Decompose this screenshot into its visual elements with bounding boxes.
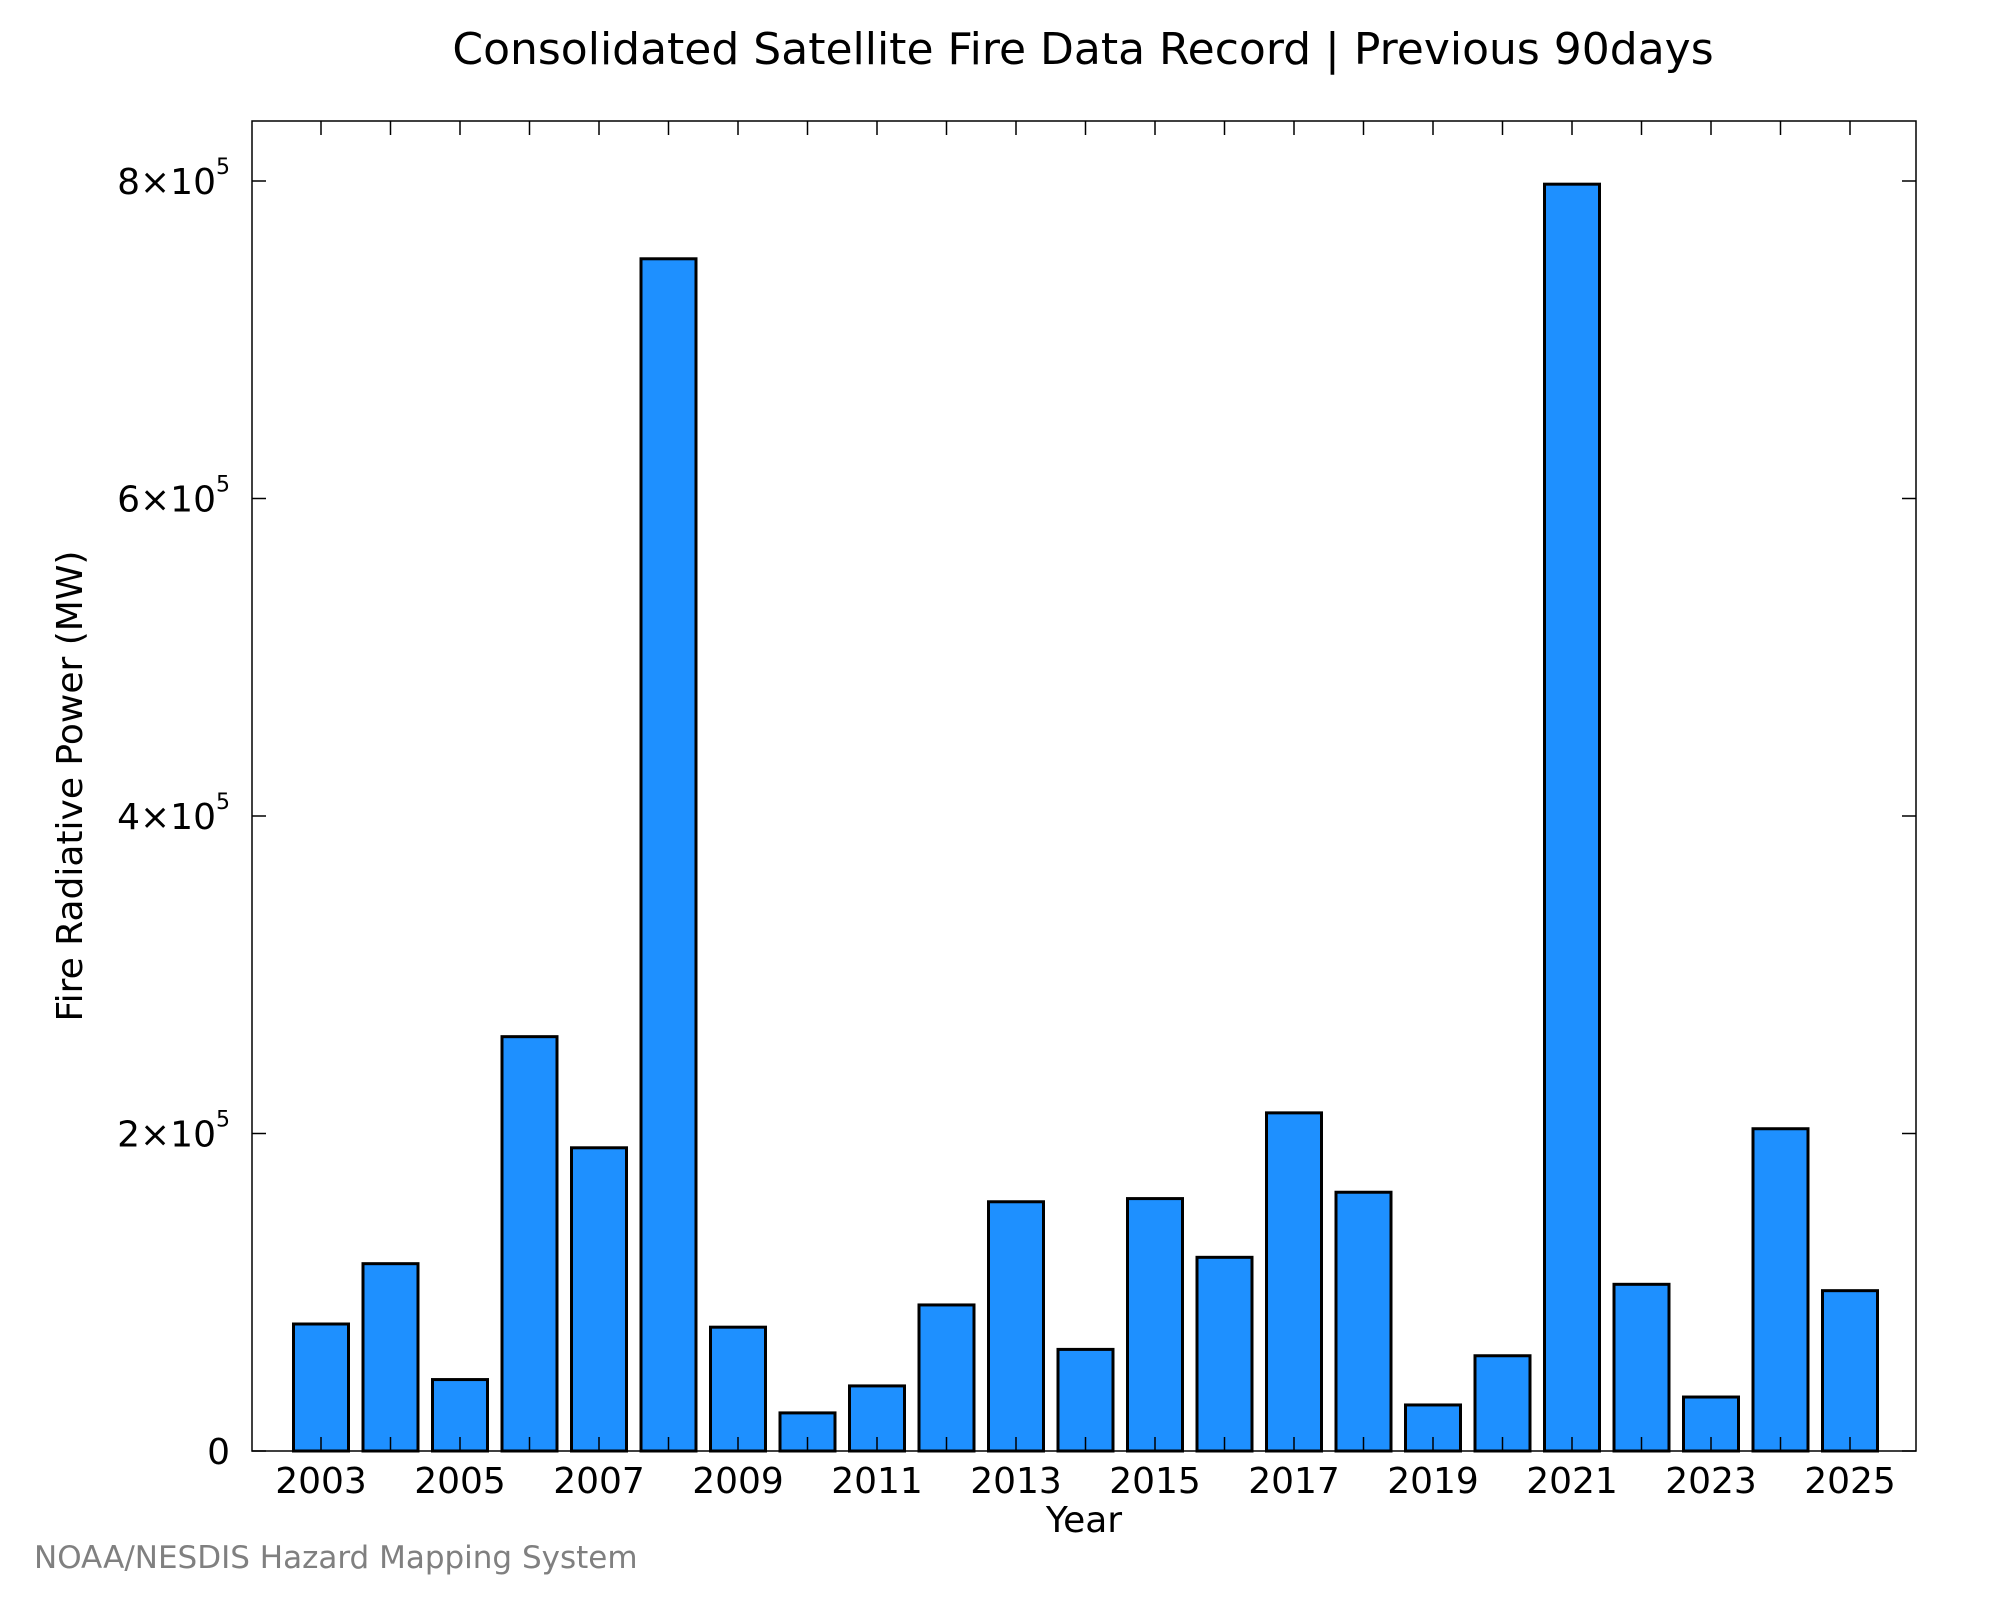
bar-2009 bbox=[709, 1325, 767, 1453]
bar-2012 bbox=[917, 1303, 976, 1453]
bar-2021 bbox=[1543, 182, 1601, 1453]
y-tick-label-800000: 8×105 bbox=[117, 155, 230, 203]
x-axis: 2003 2005 2007 2009 2011 2013 2015 2017 2019 2021… bbox=[275, 121, 1896, 1502]
y-tick-label-600000: 6×105 bbox=[117, 473, 230, 521]
chart-title: Consolidated Satellite Fire Data Record … bbox=[452, 24, 1713, 75]
bar-2017 bbox=[1265, 1111, 1323, 1453]
y-axis-label: Fire Radiative Power (MW) bbox=[50, 551, 91, 1022]
bar-2022 bbox=[1612, 1282, 1671, 1453]
y-tick-label-200000: 2×105 bbox=[117, 1108, 230, 1156]
bar-2014 bbox=[1056, 1347, 1115, 1453]
x-tick-label-2019: 2019 bbox=[1387, 1461, 1479, 1502]
bar-2006 bbox=[500, 1035, 559, 1453]
x-axis-label: Year bbox=[1045, 1500, 1122, 1541]
x-tick-label-2023: 2023 bbox=[1665, 1461, 1757, 1502]
bar-2004 bbox=[361, 1262, 420, 1453]
x-tick-label-2013: 2013 bbox=[970, 1461, 1062, 1502]
bar-2013 bbox=[987, 1200, 1045, 1453]
y-tick-label-0: 0 bbox=[207, 1432, 230, 1473]
bar-2020 bbox=[1473, 1354, 1532, 1453]
x-tick-label-2017: 2017 bbox=[1248, 1461, 1340, 1502]
y-tick-label-400000: 4×105 bbox=[117, 790, 230, 838]
bar-2008 bbox=[639, 257, 698, 1453]
bars-group bbox=[292, 182, 1879, 1453]
x-tick-label-2025: 2025 bbox=[1804, 1461, 1896, 1502]
source-credit: NOAA/NESDIS Hazard Mapping System bbox=[34, 1540, 638, 1576]
x-tick-label-2009: 2009 bbox=[692, 1461, 784, 1502]
bar-2007 bbox=[570, 1146, 628, 1453]
y-axis: 0 2×105 4×105 6×105 8×105 bbox=[117, 155, 1916, 1473]
bar-2018 bbox=[1334, 1190, 1393, 1453]
x-tick-label-2015: 2015 bbox=[1109, 1461, 1201, 1502]
plot-frame bbox=[251, 120, 1917, 1452]
bar-2015 bbox=[1126, 1197, 1184, 1453]
x-tick-label-2021: 2021 bbox=[1526, 1461, 1618, 1502]
bar-2016 bbox=[1195, 1255, 1254, 1453]
bar-2003 bbox=[292, 1322, 350, 1453]
bar-2025 bbox=[1821, 1289, 1879, 1453]
x-tick-label-2011: 2011 bbox=[831, 1461, 923, 1502]
x-tick-label-2003: 2003 bbox=[275, 1461, 367, 1502]
x-tick-label-2005: 2005 bbox=[414, 1461, 506, 1502]
x-tick-label-2007: 2007 bbox=[553, 1461, 645, 1502]
bar-2024 bbox=[1751, 1127, 1810, 1453]
